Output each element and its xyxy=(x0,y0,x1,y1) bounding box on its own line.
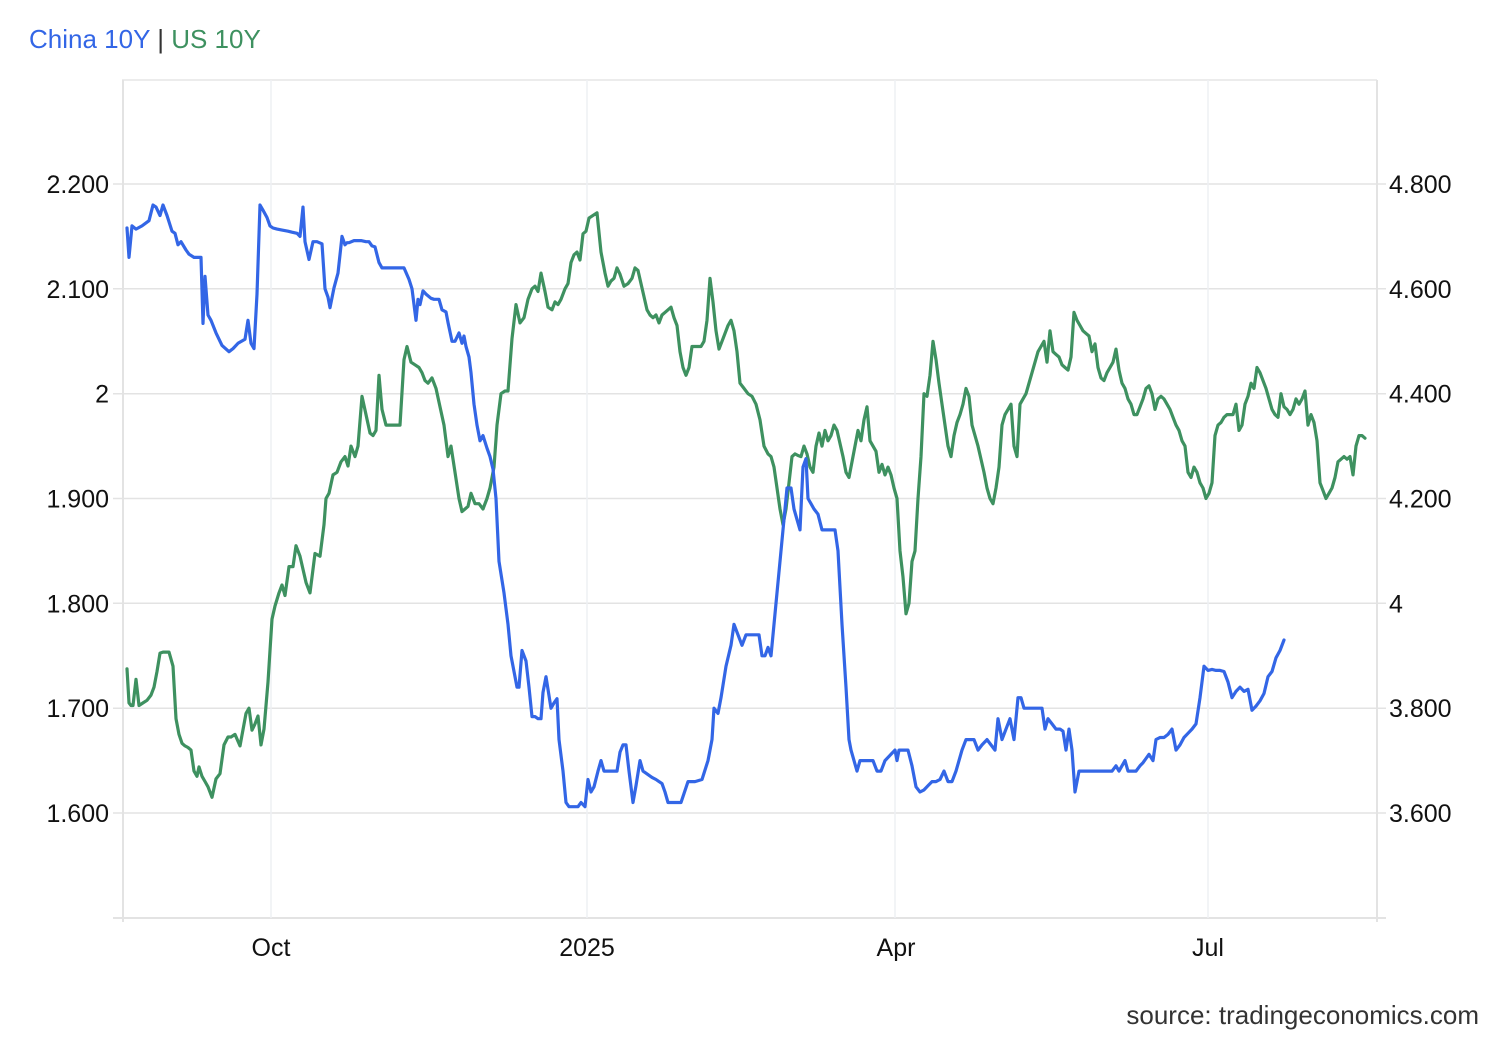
right-tick-label: 4.200 xyxy=(1389,486,1452,514)
right-axis-ticks: 4.800 4.600 4.400 4.200 4 3.800 3.600 xyxy=(1389,171,1452,828)
left-axis-ticks: 2.200 2.100 2 1.900 1.800 1.700 1.600 xyxy=(46,171,109,828)
right-tick-label: 3.600 xyxy=(1389,800,1452,828)
x-tick-label: Jul xyxy=(1192,934,1224,962)
x-axis-ticks: Oct 2025 Apr Jul xyxy=(252,934,1224,962)
legend-china-10y[interactable]: China 10Y xyxy=(29,24,150,54)
x-tick-label: Oct xyxy=(252,934,291,962)
source-attribution[interactable]: source: tradingeconomics.com xyxy=(1126,1000,1479,1030)
chart-legend: China 10Y | US 10Y xyxy=(29,22,261,56)
x-tick-label: 2025 xyxy=(559,934,615,962)
x-tick-label: Apr xyxy=(877,934,916,962)
left-tick-label: 1.900 xyxy=(46,486,109,514)
right-tick-label: 4.600 xyxy=(1389,276,1452,304)
china-10y-line xyxy=(125,203,1286,809)
us-10y-line xyxy=(125,211,1367,799)
legend-separator: | xyxy=(157,24,164,54)
left-tick-label: 1.600 xyxy=(46,800,109,828)
right-tick-label: 4.400 xyxy=(1389,381,1452,409)
legend-us-10y[interactable]: US 10Y xyxy=(171,24,261,54)
right-tick-label: 4.800 xyxy=(1389,171,1452,199)
left-tick-label: 1.800 xyxy=(46,590,109,618)
left-tick-label: 2.200 xyxy=(46,171,109,199)
left-tick-label: 2 xyxy=(95,381,109,409)
left-tick-label: 2.100 xyxy=(46,276,109,304)
right-tick-label: 3.800 xyxy=(1389,695,1452,723)
left-tick-label: 1.700 xyxy=(46,695,109,723)
right-tick-label: 4 xyxy=(1389,590,1403,618)
